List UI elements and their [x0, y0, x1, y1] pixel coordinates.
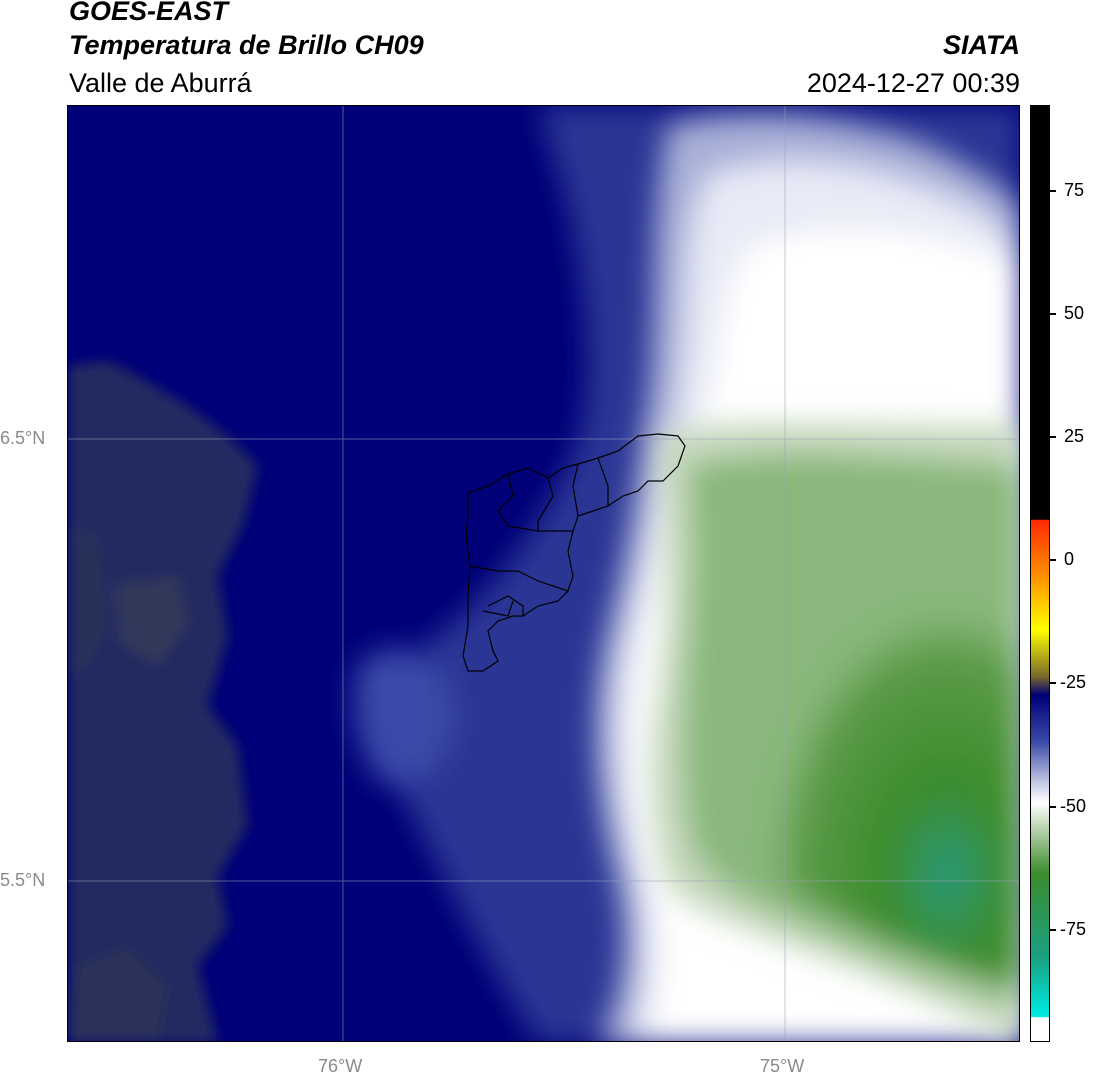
colorbar [1030, 105, 1050, 1042]
map-panel [67, 105, 1020, 1042]
cbar-tick [1050, 313, 1056, 315]
graticule [68, 106, 1019, 1041]
lon-label-75w: 75°W [760, 1056, 805, 1076]
lon-label-76w: 76°W [318, 1056, 363, 1076]
cbar-label-minus75: -75 [1060, 919, 1087, 939]
cbar-tick [1050, 682, 1056, 684]
brightness-temperature-field [68, 106, 1019, 1041]
cbar-tick [1050, 436, 1056, 438]
cbar-label-75: 75 [1064, 180, 1085, 200]
cbar-tick [1050, 929, 1056, 931]
lat-label-6-5: 6.5°N [0, 428, 46, 448]
cbar-tick [1050, 559, 1056, 561]
cbar-label-25: 25 [1064, 426, 1085, 446]
cbar-label-50: 50 [1064, 303, 1085, 323]
cbar-label-minus25: -25 [1060, 672, 1087, 692]
datetime-label: 2024-12-27 00:39 [806, 68, 1020, 98]
cbar-tick [1050, 190, 1056, 192]
municipality-boundaries [462, 433, 686, 672]
cbar-tick [1050, 806, 1056, 808]
cold-cloud-green [651, 423, 1019, 1041]
region-subtitle: Valle de Aburrá [69, 68, 252, 98]
lat-label-5-5: 5.5°N [0, 870, 46, 890]
cbar-label-minus50: -50 [1060, 796, 1087, 816]
brand-label: SIATA [943, 30, 1020, 60]
dark-cloudfree-patches [68, 361, 258, 1041]
cbar-label-0: 0 [1064, 549, 1075, 569]
satellite-title: GOES-EAST [69, 0, 229, 26]
product-title: Temperatura de Brillo CH09 [69, 30, 424, 60]
